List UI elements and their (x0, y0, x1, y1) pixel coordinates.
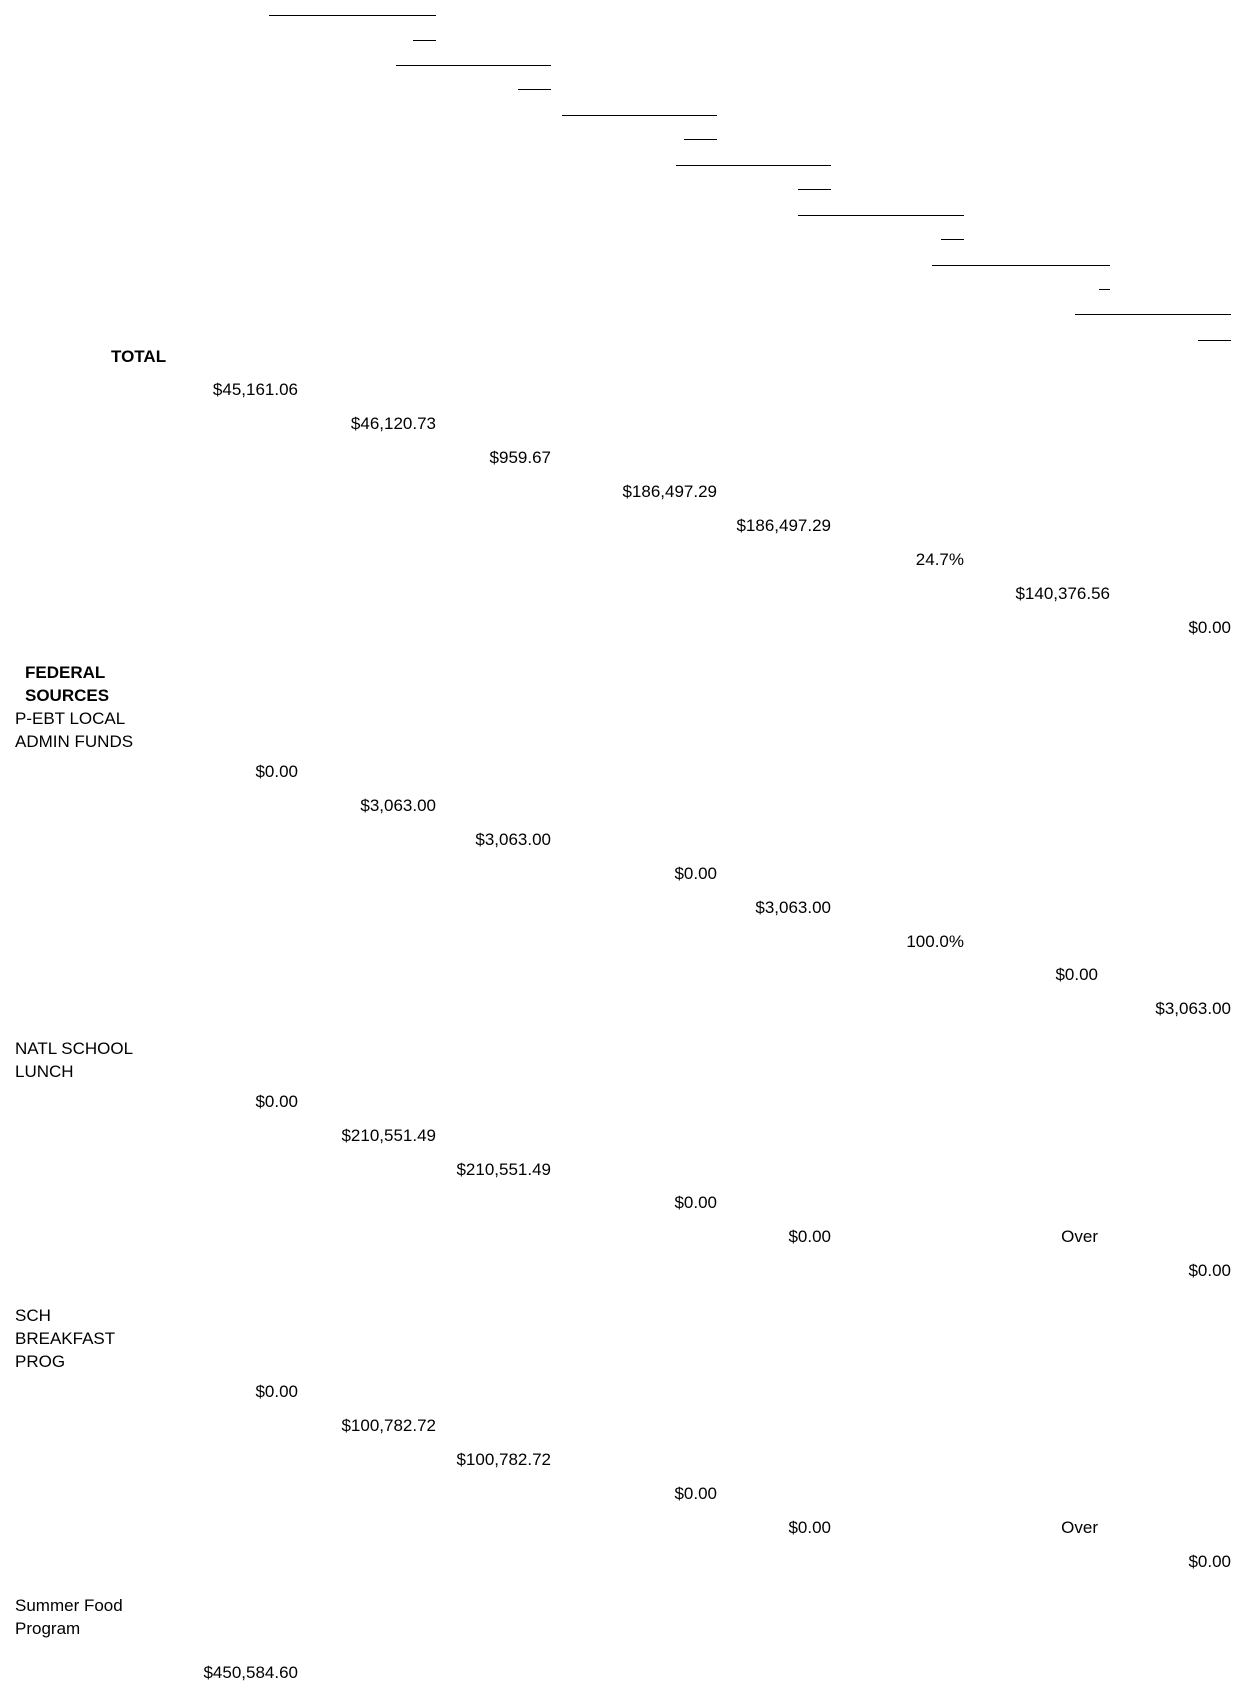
total-value: $45,161.06 (212, 380, 298, 399)
header-rule (932, 265, 1110, 266)
header-rule (1075, 314, 1231, 315)
header-rule (798, 189, 831, 190)
row-value: $450,584.60 (203, 1663, 298, 1682)
row-label: P-EBT LOCAL ADMIN FUNDS (15, 709, 134, 751)
row-value: $0.00 (255, 1092, 298, 1111)
total-value: $46,120.73 (350, 414, 436, 433)
row-value: $210,551.49 (341, 1126, 436, 1145)
row-value: $0.00 (674, 1193, 717, 1212)
row-value: $3,063.00 (360, 796, 436, 815)
total-value: $186,497.29 (736, 516, 831, 535)
header-rule (396, 65, 551, 66)
header-rule (269, 15, 436, 16)
row-value: $100,782.72 (456, 1450, 551, 1469)
row-value: $3,063.00 (475, 830, 551, 849)
row-value: 100.0% (906, 932, 964, 951)
header-rule (562, 115, 717, 116)
row-value: $100,782.72 (341, 1416, 436, 1435)
total-value: $0.00 (1188, 618, 1231, 637)
row-value: $0.00 (674, 864, 717, 883)
header-rule (676, 165, 831, 166)
header-rule (1099, 289, 1110, 290)
row-value: $0.00 (674, 1484, 717, 1503)
header-rule (941, 239, 964, 240)
header-rule (684, 139, 717, 140)
row-value: $0.00 (1055, 965, 1098, 984)
header-rule (1198, 340, 1231, 341)
total-value: $140,376.56 (1015, 584, 1110, 603)
section-heading: FEDERAL (25, 663, 106, 682)
row-label: NATL SCHOOL LUNCH (15, 1039, 134, 1081)
row-value: $0.00 (255, 1382, 298, 1401)
total-value: 24.7% (915, 550, 964, 569)
row-label: SCH BREAKFAST PROG (15, 1306, 116, 1371)
row-value: $3,063.00 (755, 898, 831, 917)
row-value: $0.00 (255, 762, 298, 781)
total-label: TOTAL (111, 347, 167, 366)
total-value: $959.67 (489, 448, 551, 467)
row-value: $0.00 (788, 1227, 831, 1246)
header-rule (413, 40, 436, 41)
row-value: Over (1061, 1518, 1098, 1537)
total-value: $186,497.29 (622, 482, 717, 501)
section-heading: SOURCES (25, 686, 110, 705)
row-value: $0.00 (1188, 1552, 1231, 1571)
row-value: $0.00 (1188, 1261, 1231, 1280)
row-value: $0.00 (788, 1518, 831, 1537)
row-value: $210,551.49 (456, 1160, 551, 1179)
header-rule (518, 89, 551, 90)
row-value: Over (1061, 1227, 1098, 1246)
row-value: $3,063.00 (1155, 999, 1231, 1018)
header-rule (798, 215, 964, 216)
row-label: Summer Food Program (15, 1596, 123, 1638)
